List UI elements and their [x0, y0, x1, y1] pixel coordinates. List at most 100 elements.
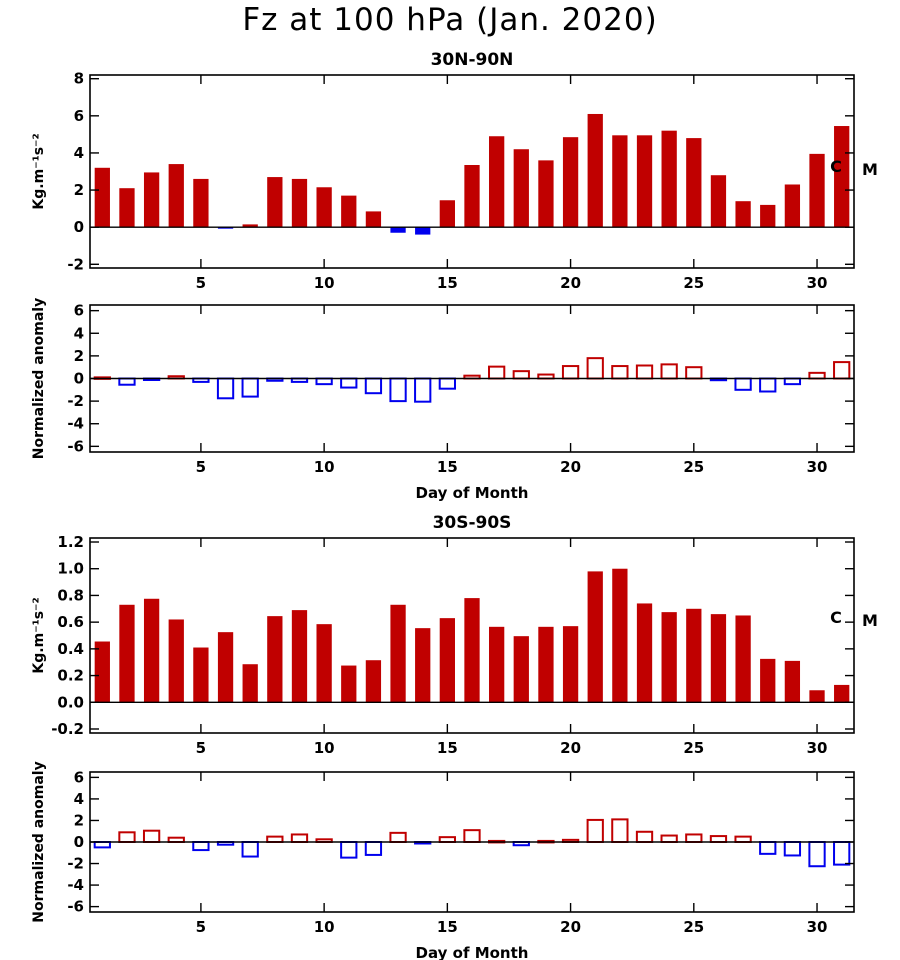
- y-tick-label: -2: [67, 392, 84, 410]
- y-tick-label: 0.4: [57, 640, 84, 658]
- y-tick-label: 0: [74, 370, 84, 388]
- bar-day-13: [389, 377, 407, 403]
- y-tick-label: 4: [74, 144, 84, 162]
- y-axis-label: Kg.m⁻¹s⁻²: [31, 597, 47, 673]
- x-tick-label: 30: [807, 739, 828, 757]
- bar-day-28: [759, 377, 777, 393]
- x-tick-label: 10: [314, 274, 335, 292]
- x-axis-label: Day of Month: [416, 484, 529, 502]
- bar-day-2: [119, 604, 135, 703]
- panel-subtitle: 30N-90N: [431, 50, 514, 70]
- x-tick-label: 25: [683, 274, 704, 292]
- x-tick-label: 15: [437, 458, 458, 476]
- x-tick-label: 20: [560, 458, 581, 476]
- bar-day-15: [439, 200, 455, 228]
- bar-day-3: [142, 829, 161, 844]
- x-tick-label: 20: [560, 739, 581, 757]
- x-tick-label: 25: [683, 458, 704, 476]
- bar-day-31: [834, 126, 850, 228]
- bar-day-19: [538, 160, 554, 228]
- bar-day-29: [784, 660, 801, 703]
- bar-day-1: [93, 841, 111, 849]
- bar-day-23: [636, 135, 653, 228]
- y-tick-label: 0: [74, 218, 84, 236]
- bar-day-2: [118, 831, 136, 843]
- bar-day-18: [512, 370, 530, 380]
- y-tick-label: 6: [74, 302, 84, 320]
- x-tick-label: 10: [314, 458, 335, 476]
- bar-day-17: [489, 626, 505, 703]
- chart-title: Fz at 100 hPa (Jan. 2020): [242, 2, 658, 38]
- bar-day-30: [809, 690, 825, 703]
- bar-day-5: [192, 841, 210, 852]
- y-tick-label: 6: [74, 107, 84, 125]
- bar-day-25: [685, 366, 703, 380]
- y-tick-label: -4: [67, 415, 84, 433]
- x-tick-label: 5: [196, 739, 206, 757]
- bar-day-5: [193, 647, 209, 703]
- bar-day-30: [808, 841, 826, 868]
- x-axis-label: Day of Month: [416, 944, 529, 960]
- y-axis-label: Kg.m⁻¹s⁻²: [31, 133, 47, 209]
- y-tick-label: 1.2: [57, 533, 84, 551]
- bar-day-20: [562, 626, 579, 703]
- x-tick-label: 30: [807, 458, 828, 476]
- bar-day-24: [661, 612, 677, 703]
- bar-day-13: [390, 604, 406, 703]
- bar-day-21: [587, 571, 603, 703]
- x-tick-label: 10: [314, 739, 335, 757]
- bar-day-27: [735, 615, 751, 703]
- bar-day-23: [636, 603, 653, 703]
- marker-m: M: [862, 160, 878, 179]
- bar-day-3: [143, 172, 160, 228]
- y-tick-label: -4: [67, 876, 84, 894]
- bar-day-23: [635, 830, 654, 844]
- bar-day-29: [783, 841, 802, 857]
- bar-day-20: [561, 365, 580, 380]
- bar-day-15: [438, 377, 456, 390]
- bar-day-3: [143, 598, 160, 703]
- y-tick-label: 0.6: [57, 613, 84, 631]
- bar-day-22: [611, 365, 629, 380]
- bar-day-7: [242, 224, 258, 228]
- bar-day-14: [414, 377, 432, 403]
- y-tick-label: -6: [67, 898, 84, 916]
- bar-day-28: [759, 841, 777, 855]
- x-tick-label: 5: [196, 458, 206, 476]
- x-tick-label: 30: [807, 274, 828, 292]
- y-tick-label: -0.2: [51, 720, 84, 738]
- bar-day-24: [661, 130, 677, 228]
- y-tick-label: 0: [74, 833, 84, 851]
- bar-day-29: [783, 377, 802, 386]
- bar-day-10: [316, 187, 332, 228]
- bar-day-12: [365, 660, 382, 703]
- y-axis-label: Normalized anomaly: [31, 298, 47, 459]
- bar-day-16: [464, 598, 480, 703]
- bar-day-21: [586, 818, 604, 843]
- plot-frame: [89, 537, 855, 734]
- y-tick-label: -2: [67, 255, 84, 273]
- bar-day-18: [513, 149, 529, 228]
- bar-day-9: [290, 833, 309, 844]
- y-tick-label: 8: [74, 70, 84, 88]
- bar-day-5: [193, 178, 209, 228]
- y-tick-label: 0.2: [57, 667, 84, 685]
- bar-day-6: [217, 632, 234, 703]
- bar-day-4: [168, 619, 184, 703]
- bar-day-1: [94, 641, 110, 703]
- y-tick-label: -2: [67, 855, 84, 873]
- x-tick-label: 15: [437, 918, 458, 936]
- bar-day-31: [834, 684, 850, 703]
- y-tick-label: 1.0: [57, 560, 84, 578]
- bar-day-8: [267, 177, 283, 228]
- bar-day-4: [168, 164, 184, 228]
- bar-day-10: [315, 377, 333, 386]
- bar-day-30: [808, 371, 826, 380]
- panel-30n-anomaly: -6 -4 -2 0 2 4 6 5 10 15 20 25 30 Normalized anomaly D…: [31, 298, 855, 502]
- bar-day-11: [340, 377, 358, 389]
- bar-day-13: [390, 227, 406, 233]
- bar-day-26: [709, 835, 728, 844]
- x-tick-label: 5: [196, 274, 206, 292]
- panel-30n-fz: -2 0 2 4 6 8 5 10 15 20 25 30 30N-90N Kg.m⁻¹s⁻² C M: [31, 50, 878, 292]
